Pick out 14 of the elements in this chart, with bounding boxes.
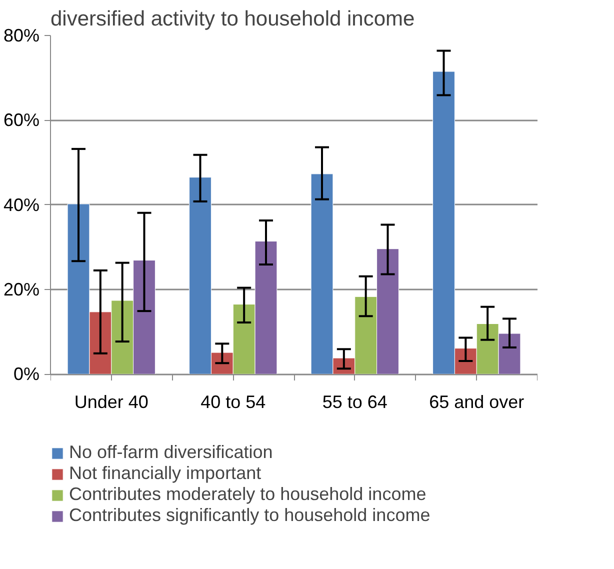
x-tick-label: Under 40	[74, 392, 148, 412]
y-tick-label: 40%	[3, 194, 40, 215]
legend-label: Contributes moderately to household income	[69, 484, 426, 505]
legend-label: Not financially important	[69, 463, 262, 484]
y-tick-label: 20%	[3, 279, 40, 300]
x-tick-label: 40 to 54	[200, 392, 266, 412]
y-tick-label: 0%	[13, 364, 40, 384]
chart-title: diversified activity to household income	[50, 8, 415, 30]
legend-label: Contributes significantly to household income	[69, 505, 430, 526]
y-tick-label: 80%	[3, 26, 40, 46]
x-tick-label: 65 and over	[429, 392, 524, 412]
x-tick-label: 55 to 64	[322, 392, 388, 412]
legend-label: No off-farm diversification	[69, 442, 273, 463]
y-tick-label: 60%	[3, 110, 40, 130]
